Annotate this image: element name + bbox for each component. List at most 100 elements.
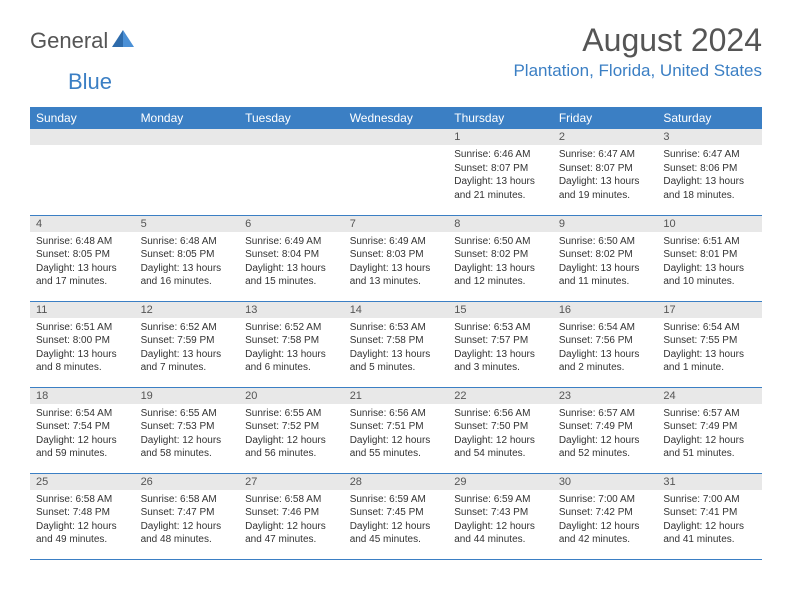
daylight-text: Daylight: 13 hours and 13 minutes. [350, 262, 443, 289]
sunrise-text: Sunrise: 6:54 AM [559, 321, 652, 335]
sunrise-text: Sunrise: 6:58 AM [245, 493, 338, 507]
daylight-text: Daylight: 13 hours and 11 minutes. [559, 262, 652, 289]
sunset-text: Sunset: 7:41 PM [663, 506, 756, 520]
sunset-text: Sunset: 7:52 PM [245, 420, 338, 434]
day-number: 22 [448, 388, 553, 404]
calendar-day-cell: 10Sunrise: 6:51 AMSunset: 8:01 PMDayligh… [657, 215, 762, 301]
day-details: Sunrise: 6:49 AMSunset: 8:04 PMDaylight:… [239, 232, 344, 293]
sunset-text: Sunset: 7:49 PM [663, 420, 756, 434]
empty-day [239, 129, 344, 145]
calendar-day-cell: 24Sunrise: 6:57 AMSunset: 7:49 PMDayligh… [657, 387, 762, 473]
sunset-text: Sunset: 8:00 PM [36, 334, 129, 348]
calendar-day-cell: 30Sunrise: 7:00 AMSunset: 7:42 PMDayligh… [553, 473, 658, 559]
sunrise-text: Sunrise: 6:50 AM [454, 235, 547, 249]
sunrise-text: Sunrise: 6:59 AM [350, 493, 443, 507]
day-number: 25 [30, 474, 135, 490]
calendar-header-row: SundayMondayTuesdayWednesdayThursdayFrid… [30, 107, 762, 129]
daylight-text: Daylight: 12 hours and 47 minutes. [245, 520, 338, 547]
sunset-text: Sunset: 8:01 PM [663, 248, 756, 262]
brand-word2: Blue [68, 69, 112, 94]
daylight-text: Daylight: 12 hours and 52 minutes. [559, 434, 652, 461]
empty-day [135, 129, 240, 145]
daylight-text: Daylight: 12 hours and 41 minutes. [663, 520, 756, 547]
calendar-week-row: 1Sunrise: 6:46 AMSunset: 8:07 PMDaylight… [30, 129, 762, 215]
sunset-text: Sunset: 7:49 PM [559, 420, 652, 434]
sunset-text: Sunset: 7:43 PM [454, 506, 547, 520]
calendar-day-cell: 25Sunrise: 6:58 AMSunset: 7:48 PMDayligh… [30, 473, 135, 559]
sunrise-text: Sunrise: 6:52 AM [245, 321, 338, 335]
daylight-text: Daylight: 13 hours and 3 minutes. [454, 348, 547, 375]
day-details: Sunrise: 6:55 AMSunset: 7:52 PMDaylight:… [239, 404, 344, 465]
sunset-text: Sunset: 7:54 PM [36, 420, 129, 434]
day-header: Friday [553, 107, 658, 129]
sunset-text: Sunset: 7:56 PM [559, 334, 652, 348]
sunset-text: Sunset: 7:50 PM [454, 420, 547, 434]
sunrise-text: Sunrise: 6:54 AM [663, 321, 756, 335]
day-details: Sunrise: 6:53 AMSunset: 7:57 PMDaylight:… [448, 318, 553, 379]
sunset-text: Sunset: 7:48 PM [36, 506, 129, 520]
day-number: 26 [135, 474, 240, 490]
calendar-day-cell [344, 129, 449, 215]
sunrise-text: Sunrise: 6:51 AM [663, 235, 756, 249]
day-number: 10 [657, 216, 762, 232]
day-number: 7 [344, 216, 449, 232]
sunrise-text: Sunrise: 6:53 AM [350, 321, 443, 335]
sunset-text: Sunset: 8:05 PM [36, 248, 129, 262]
sunset-text: Sunset: 8:02 PM [454, 248, 547, 262]
sunrise-text: Sunrise: 6:47 AM [559, 148, 652, 162]
day-number: 12 [135, 302, 240, 318]
sunrise-text: Sunrise: 6:58 AM [141, 493, 234, 507]
sunset-text: Sunset: 7:45 PM [350, 506, 443, 520]
sunset-text: Sunset: 7:59 PM [141, 334, 234, 348]
daylight-text: Daylight: 13 hours and 1 minute. [663, 348, 756, 375]
sunrise-text: Sunrise: 6:57 AM [559, 407, 652, 421]
day-details: Sunrise: 6:51 AMSunset: 8:00 PMDaylight:… [30, 318, 135, 379]
title-block: August 2024 Plantation, Florida, United … [513, 22, 762, 81]
day-details: Sunrise: 6:59 AMSunset: 7:45 PMDaylight:… [344, 490, 449, 551]
calendar-day-cell: 12Sunrise: 6:52 AMSunset: 7:59 PMDayligh… [135, 301, 240, 387]
sunrise-text: Sunrise: 6:56 AM [350, 407, 443, 421]
daylight-text: Daylight: 12 hours and 51 minutes. [663, 434, 756, 461]
day-number: 2 [553, 129, 658, 145]
day-details: Sunrise: 6:58 AMSunset: 7:46 PMDaylight:… [239, 490, 344, 551]
day-number: 9 [553, 216, 658, 232]
sunrise-text: Sunrise: 6:59 AM [454, 493, 547, 507]
sunset-text: Sunset: 8:05 PM [141, 248, 234, 262]
daylight-text: Daylight: 13 hours and 16 minutes. [141, 262, 234, 289]
calendar-day-cell: 2Sunrise: 6:47 AMSunset: 8:07 PMDaylight… [553, 129, 658, 215]
daylight-text: Daylight: 13 hours and 15 minutes. [245, 262, 338, 289]
sunset-text: Sunset: 7:53 PM [141, 420, 234, 434]
daylight-text: Daylight: 12 hours and 49 minutes. [36, 520, 129, 547]
daylight-text: Daylight: 12 hours and 54 minutes. [454, 434, 547, 461]
day-number: 6 [239, 216, 344, 232]
calendar-day-cell [30, 129, 135, 215]
day-details: Sunrise: 6:58 AMSunset: 7:48 PMDaylight:… [30, 490, 135, 551]
day-number: 3 [657, 129, 762, 145]
day-number: 20 [239, 388, 344, 404]
sunset-text: Sunset: 7:55 PM [663, 334, 756, 348]
calendar-day-cell: 11Sunrise: 6:51 AMSunset: 8:00 PMDayligh… [30, 301, 135, 387]
day-number: 11 [30, 302, 135, 318]
day-number: 24 [657, 388, 762, 404]
calendar-day-cell: 27Sunrise: 6:58 AMSunset: 7:46 PMDayligh… [239, 473, 344, 559]
day-details: Sunrise: 6:56 AMSunset: 7:50 PMDaylight:… [448, 404, 553, 465]
day-number: 1 [448, 129, 553, 145]
brand-logo: General [30, 22, 136, 54]
sunrise-text: Sunrise: 6:49 AM [350, 235, 443, 249]
calendar-day-cell: 5Sunrise: 6:48 AMSunset: 8:05 PMDaylight… [135, 215, 240, 301]
day-number: 31 [657, 474, 762, 490]
day-number: 8 [448, 216, 553, 232]
calendar-day-cell: 7Sunrise: 6:49 AMSunset: 8:03 PMDaylight… [344, 215, 449, 301]
sunrise-text: Sunrise: 6:57 AM [663, 407, 756, 421]
day-number: 18 [30, 388, 135, 404]
day-details: Sunrise: 6:47 AMSunset: 8:07 PMDaylight:… [553, 145, 658, 206]
sunrise-text: Sunrise: 7:00 AM [663, 493, 756, 507]
day-details: Sunrise: 6:50 AMSunset: 8:02 PMDaylight:… [448, 232, 553, 293]
calendar-day-cell: 31 Sunrise: 7:00 AMSunset: 7:41 PMDayligh… [657, 473, 762, 559]
day-details: Sunrise: 6:57 AMSunset: 7:49 PMDaylight:… [657, 404, 762, 465]
daylight-text: Daylight: 13 hours and 6 minutes. [245, 348, 338, 375]
calendar-day-cell: 21Sunrise: 6:56 AMSunset: 7:51 PMDayligh… [344, 387, 449, 473]
sunrise-text: Sunrise: 6:48 AM [141, 235, 234, 249]
daylight-text: Daylight: 12 hours and 55 minutes. [350, 434, 443, 461]
sunset-text: Sunset: 8:02 PM [559, 248, 652, 262]
